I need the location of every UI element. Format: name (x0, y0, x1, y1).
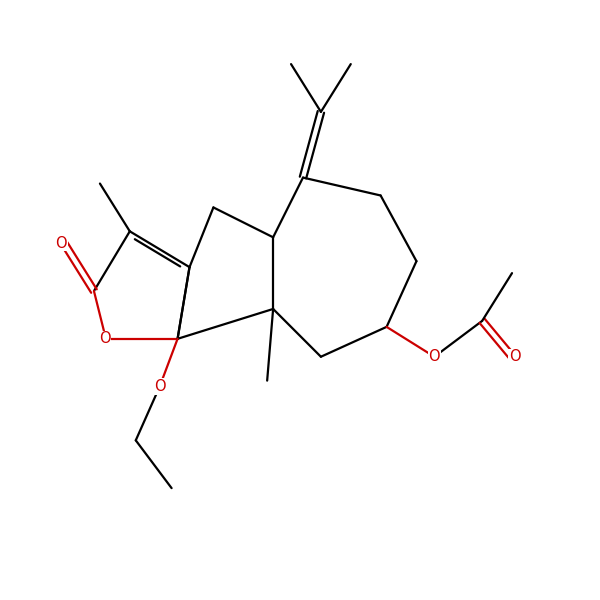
Text: O: O (99, 331, 110, 346)
Text: O: O (154, 379, 166, 394)
Text: O: O (55, 236, 67, 251)
Text: O: O (428, 349, 440, 364)
Text: O: O (509, 349, 521, 364)
